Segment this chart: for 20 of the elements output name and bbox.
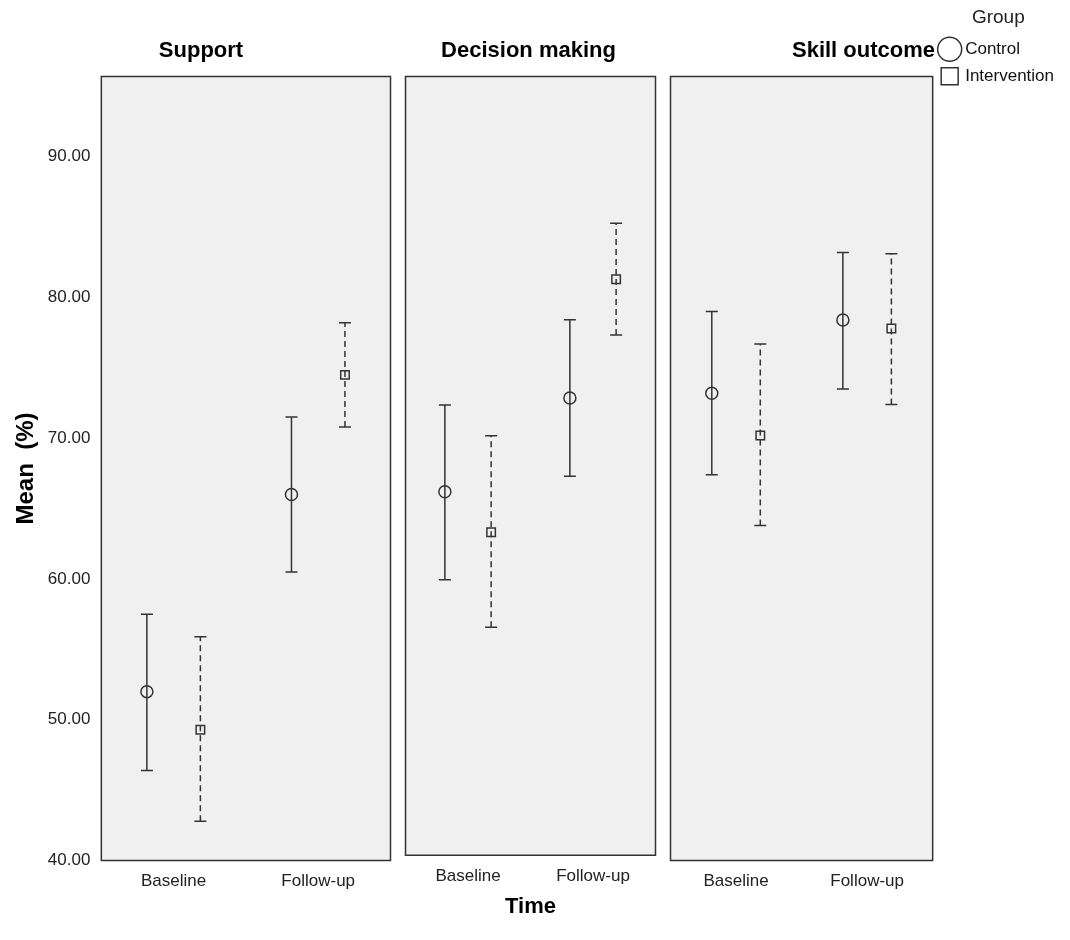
y-tick-label: 40.00	[47, 850, 91, 870]
x-tick-label: Baseline	[703, 871, 769, 891]
legend-label: Control	[965, 38, 1020, 58]
legend-title: Group	[971, 5, 1025, 27]
y-tick-label: 80.00	[47, 287, 91, 307]
y-tick-label: 50.00	[47, 709, 91, 729]
y-tick-label: 70.00	[47, 427, 91, 447]
x-tick-label: Baseline	[141, 871, 207, 891]
chart-title: Decision making	[441, 37, 616, 63]
y-axis-title: Mean (%)	[11, 412, 39, 525]
x-tick-label: Baseline	[435, 866, 501, 886]
chart-title: Support	[158, 37, 244, 63]
x-tick-label: Follow-up	[830, 871, 904, 891]
x-axis-title: Time	[505, 892, 556, 918]
y-tick-label: 90.00	[47, 146, 91, 166]
legend-label: Intervention	[965, 65, 1055, 85]
x-tick-label: Follow-up	[556, 866, 630, 886]
chart-title: Skill outcome	[791, 37, 936, 63]
y-tick-label: 60.00	[47, 568, 91, 588]
x-tick-label: Follow-up	[281, 871, 356, 891]
